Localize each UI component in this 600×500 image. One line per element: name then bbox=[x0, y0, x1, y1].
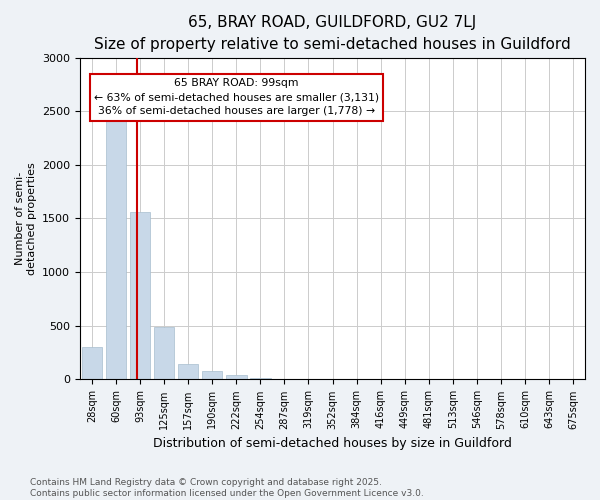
Text: 65 BRAY ROAD: 99sqm
← 63% of semi-detached houses are smaller (3,131)
36% of sem: 65 BRAY ROAD: 99sqm ← 63% of semi-detach… bbox=[94, 78, 379, 116]
Bar bbox=[130, 212, 151, 380]
Y-axis label: Number of semi-
detached properties: Number of semi- detached properties bbox=[15, 162, 37, 275]
Bar bbox=[202, 372, 223, 380]
Title: 65, BRAY ROAD, GUILDFORD, GU2 7LJ
Size of property relative to semi-detached hou: 65, BRAY ROAD, GUILDFORD, GU2 7LJ Size o… bbox=[94, 15, 571, 52]
Bar bbox=[250, 378, 271, 380]
Bar bbox=[226, 375, 247, 380]
Bar bbox=[106, 118, 126, 380]
X-axis label: Distribution of semi-detached houses by size in Guildford: Distribution of semi-detached houses by … bbox=[153, 437, 512, 450]
Bar bbox=[178, 364, 199, 380]
Bar bbox=[154, 327, 175, 380]
Bar bbox=[82, 348, 102, 380]
Text: Contains HM Land Registry data © Crown copyright and database right 2025.
Contai: Contains HM Land Registry data © Crown c… bbox=[30, 478, 424, 498]
